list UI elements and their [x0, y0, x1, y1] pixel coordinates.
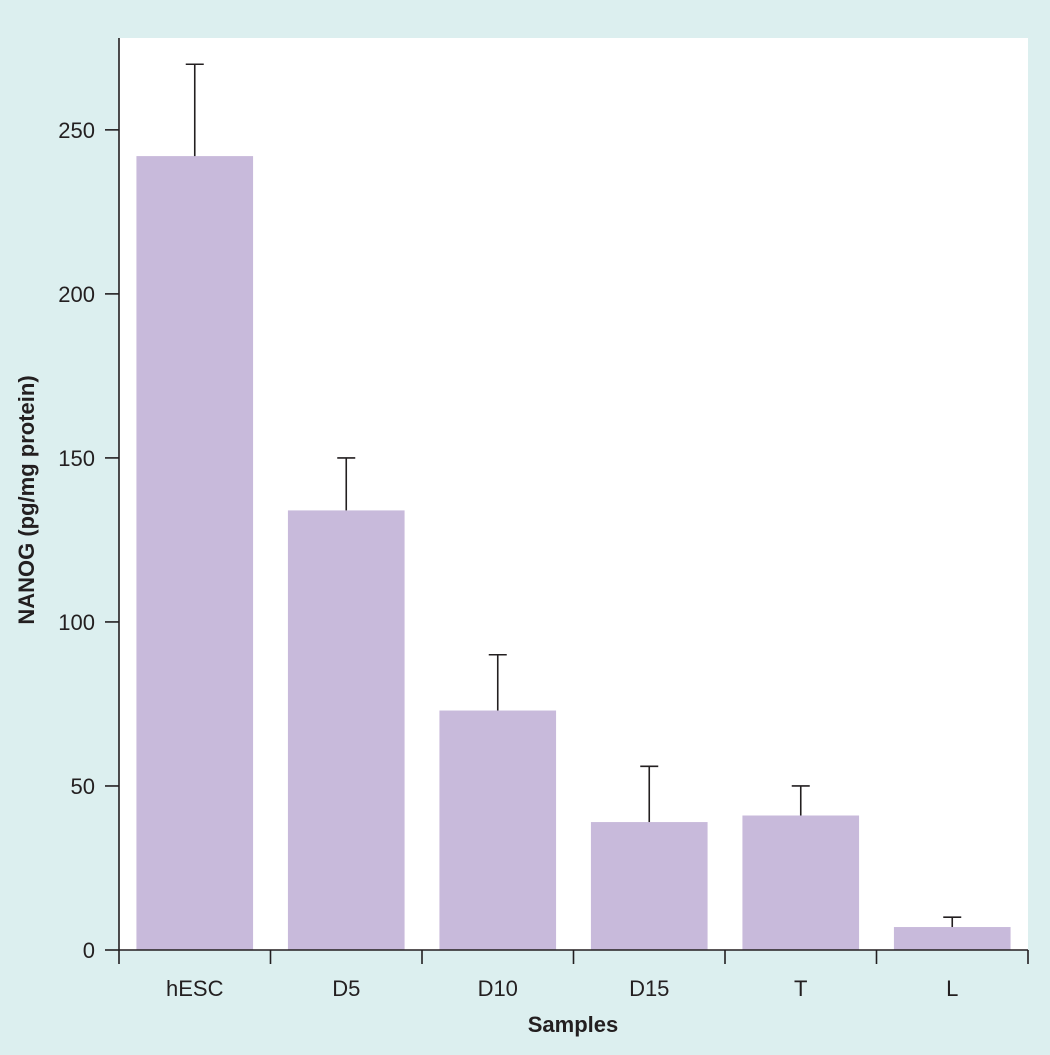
bars-layer	[136, 156, 1011, 951]
x-ticks-layer: hESC D5 D10 D15 T L	[118, 950, 1029, 1001]
bar-d10	[439, 710, 557, 950]
y-tick-label-100: 100	[58, 610, 95, 635]
y-tick-label-150: 150	[58, 446, 95, 471]
x-tick-label-hesc: hESC	[166, 976, 224, 1001]
plot-area	[119, 38, 1028, 950]
bar-d15	[590, 822, 708, 950]
x-tick-label-t: T	[794, 976, 807, 1001]
bar-hesc	[136, 156, 254, 951]
y-tick-label-250: 250	[58, 118, 95, 143]
bar-l	[893, 927, 1011, 950]
x-tick-label-d15: D15	[629, 976, 669, 1001]
bar-t	[742, 815, 860, 950]
y-tick-label-200: 200	[58, 282, 95, 307]
y-ticks-layer: 0 50 100 150 200 250	[58, 118, 119, 963]
y-tick-label-0: 0	[83, 938, 95, 963]
bar-d5	[287, 510, 405, 950]
x-tick-label-d10: D10	[478, 976, 518, 1001]
y-axis-title: NANOG (pg/mg protein)	[14, 375, 39, 624]
x-tick-label-d5: D5	[332, 976, 360, 1001]
error-bars-layer	[185, 63, 962, 928]
x-tick-label-l: L	[946, 976, 958, 1001]
x-axis-title: Samples	[528, 1012, 619, 1037]
y-tick-label-50: 50	[71, 774, 95, 799]
